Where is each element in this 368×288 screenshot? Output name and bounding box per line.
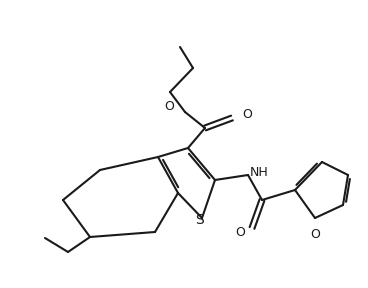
Text: O: O xyxy=(242,109,252,122)
Text: NH: NH xyxy=(250,166,269,179)
Text: O: O xyxy=(235,226,245,240)
Text: O: O xyxy=(310,228,320,241)
Text: S: S xyxy=(196,213,204,227)
Text: O: O xyxy=(164,101,174,113)
